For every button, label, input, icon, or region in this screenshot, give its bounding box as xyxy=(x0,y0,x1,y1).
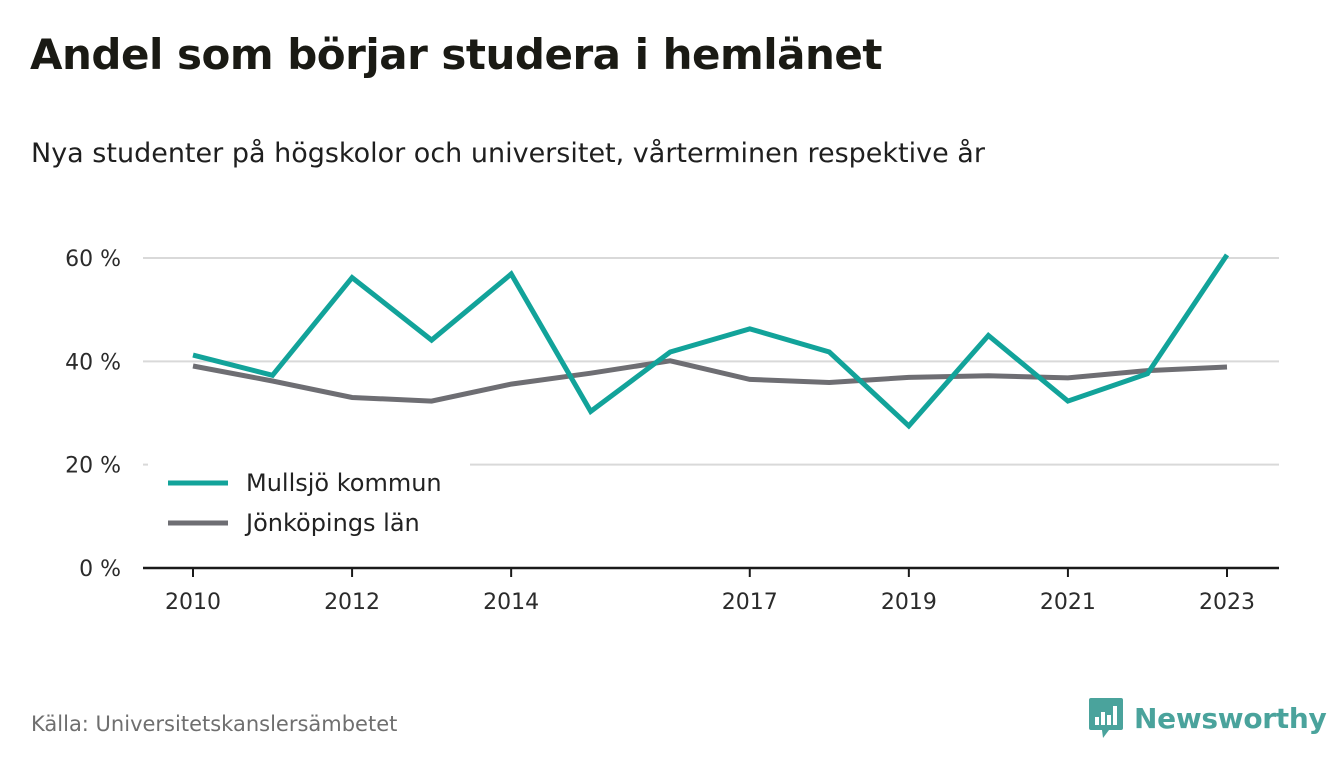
y-tick-label: 0 % xyxy=(79,557,121,582)
chart-subtitle: Nya studenter på högskolor och universit… xyxy=(31,138,985,169)
x-tick-label: 2014 xyxy=(483,590,539,615)
chart-title: Andel som börjar studera i hemlänet xyxy=(30,30,883,79)
brand-name: Newsworthy xyxy=(1134,701,1327,735)
y-axis-ticks: 0 % 20 % 40 % 60 % xyxy=(65,247,121,582)
y-tick-label: 60 % xyxy=(65,247,121,272)
x-tick-label: 2012 xyxy=(324,590,380,615)
legend-label-mullsjo: Mullsjö kommun xyxy=(246,469,442,497)
line-chart: 0 % 20 % 40 % 60 % 2010 2012 2014 2017 2019 2021… xyxy=(65,247,1279,615)
gridlines xyxy=(143,257,1279,466)
y-tick-label: 40 % xyxy=(65,350,121,375)
legend-label-jonkoping: Jönköpings län xyxy=(244,509,420,537)
series-lines xyxy=(192,253,1230,430)
bar-chart-speech-bubble-icon xyxy=(1088,697,1124,739)
series-line-mullsjo xyxy=(192,253,1230,430)
x-tick-label: 2010 xyxy=(165,590,221,615)
x-tick-label: 2021 xyxy=(1040,590,1096,615)
x-tick-label: 2023 xyxy=(1199,590,1255,615)
newsworthy-logo[interactable]: Newsworthy xyxy=(1088,697,1327,739)
x-axis: 2010 2012 2014 2017 2019 2021 2023 xyxy=(143,566,1279,615)
legend: Mullsjö kommun Jönköpings län xyxy=(148,463,470,549)
x-tick-label: 2017 xyxy=(722,590,778,615)
source-note: Källa: Universitetskanslersämbetet xyxy=(31,712,398,736)
series-line-jonkoping xyxy=(192,358,1228,404)
x-tick-label: 2019 xyxy=(881,590,937,615)
y-tick-label: 20 % xyxy=(65,454,121,479)
legend-background xyxy=(148,463,470,549)
